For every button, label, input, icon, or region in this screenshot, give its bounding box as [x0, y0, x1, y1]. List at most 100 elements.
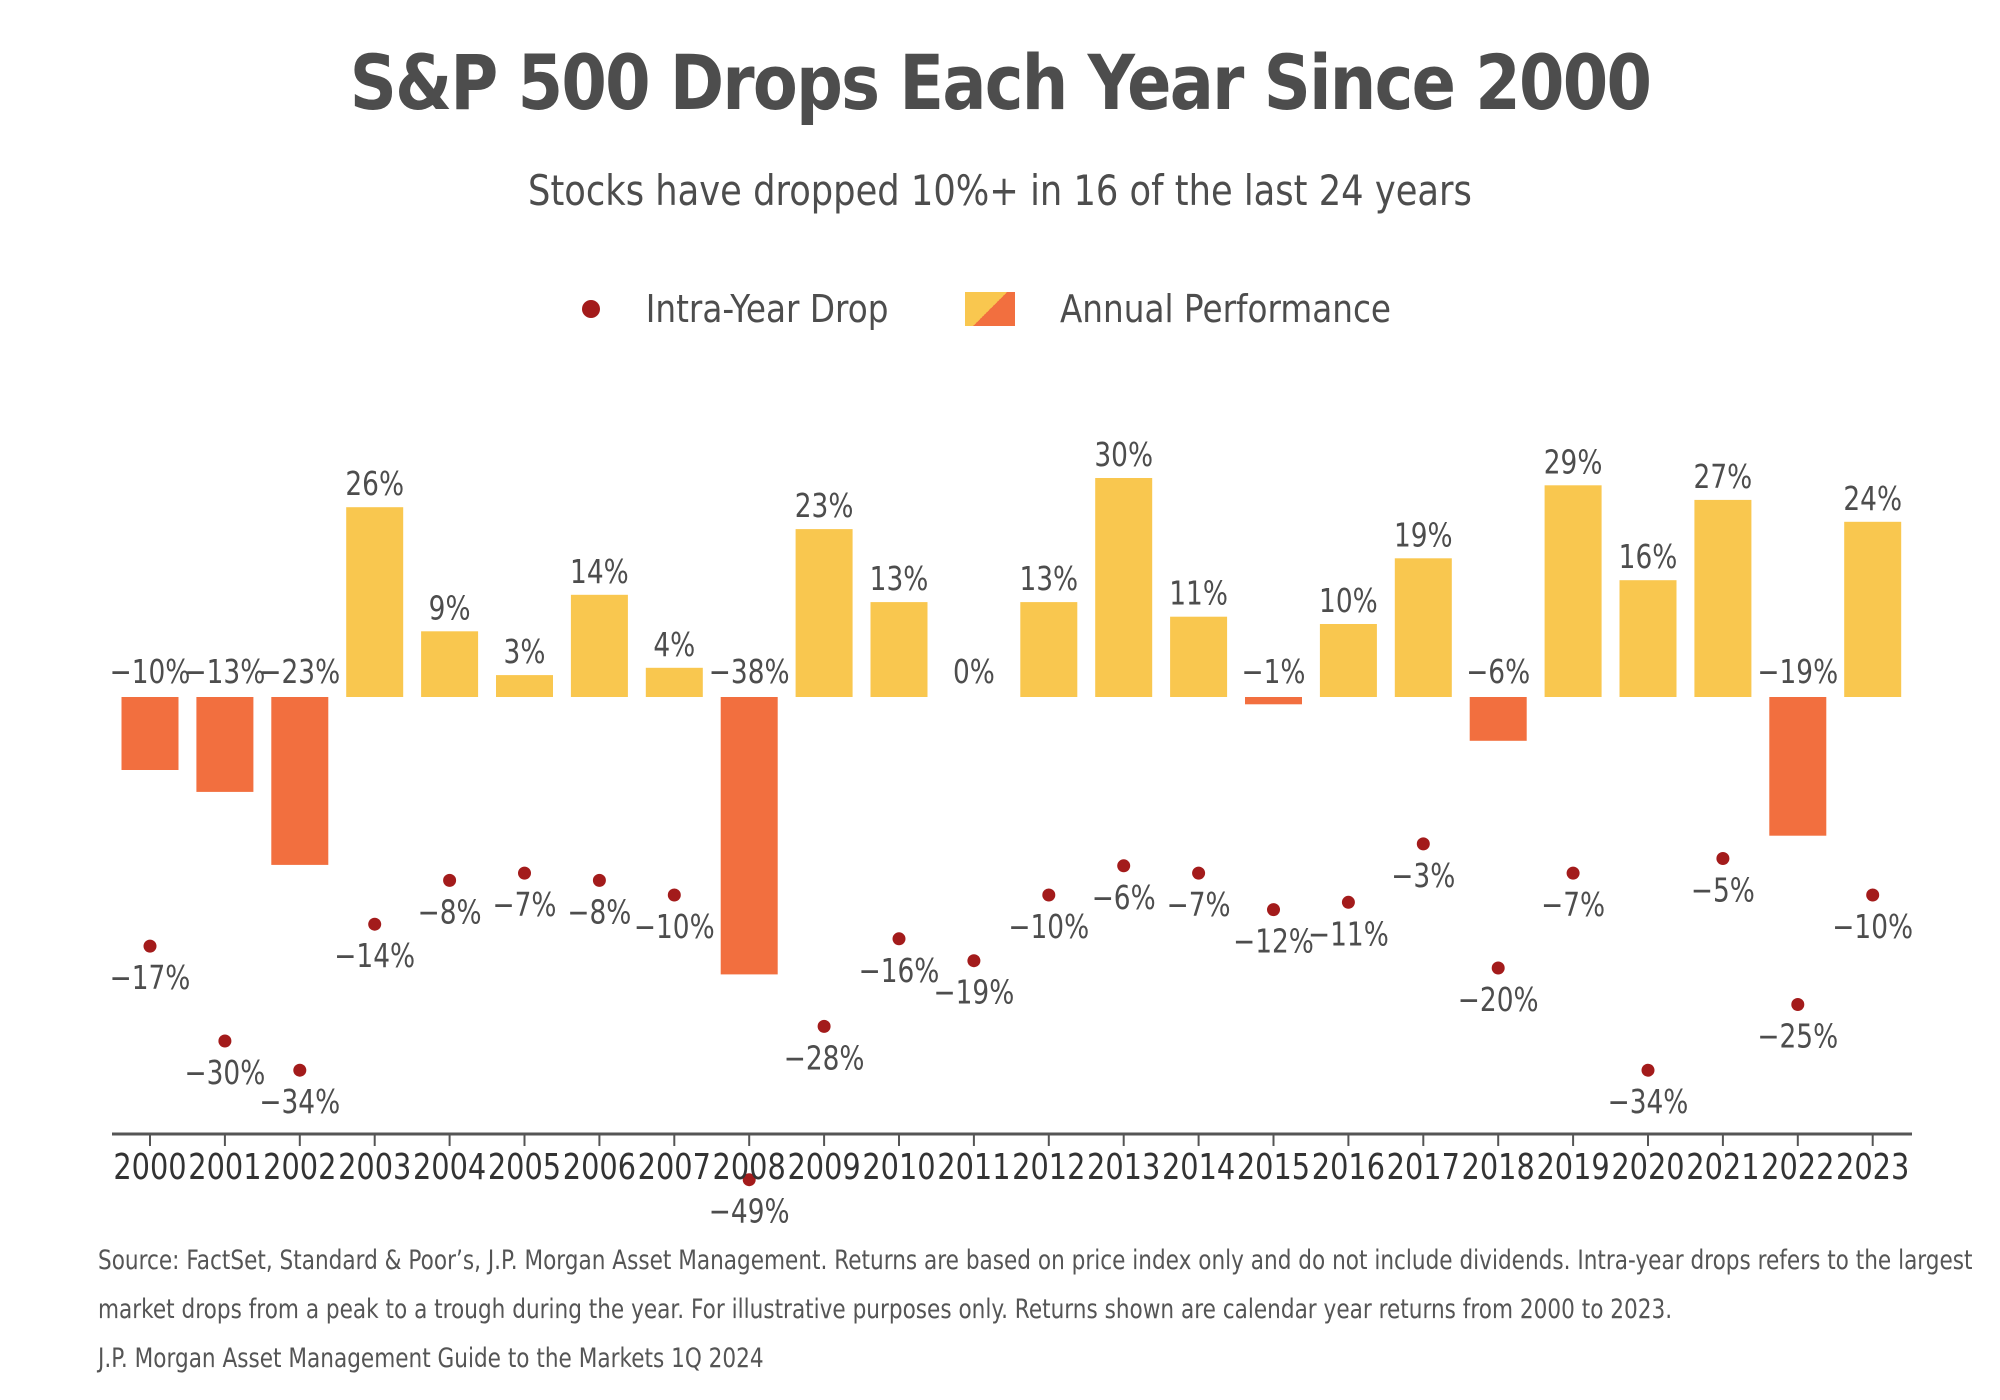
performance-bar-2020 [1619, 580, 1677, 697]
legend-label-intra-year-drop: Intra-Year Drop [646, 287, 889, 331]
drop-label-2018: −20% [1458, 981, 1539, 1020]
x-tick-label-2004: 2004 [413, 1146, 486, 1188]
x-tick-label-2018: 2018 [1462, 1146, 1535, 1188]
x-tick-label-2020: 2020 [1611, 1146, 1684, 1188]
performance-bar-2013 [1095, 478, 1153, 697]
performance-label-2017: 19% [1394, 516, 1453, 555]
drop-dot-2018 [1491, 961, 1505, 975]
drop-label-2009: −28% [784, 1040, 865, 1079]
performance-bar-2003 [346, 507, 404, 697]
drop-dot-2023 [1866, 888, 1880, 902]
performance-label-2010: 13% [870, 560, 929, 599]
drop-dot-2007 [667, 888, 681, 902]
x-tick-label-2015: 2015 [1237, 1146, 1310, 1188]
performance-label-2007: 4% [653, 626, 695, 665]
drop-dot-2020 [1641, 1063, 1655, 1077]
drop-dot-2012 [1042, 888, 1056, 902]
chart-title: S&P 500 Drops Each Year Since 2000 [349, 38, 1652, 127]
drop-label-2011: −19% [934, 974, 1015, 1013]
x-tick-label-2009: 2009 [787, 1146, 860, 1188]
x-tick-label-2011: 2011 [937, 1146, 1010, 1188]
drop-dot-2014 [1192, 866, 1206, 880]
legend-label-annual-performance: Annual Performance [1059, 287, 1391, 331]
performance-bar-2014 [1170, 616, 1228, 697]
drop-label-2019: −7% [1541, 886, 1605, 925]
performance-bar-2015 [1245, 697, 1302, 705]
drop-dot-2019 [1566, 866, 1580, 880]
performance-label-2012: 13% [1019, 560, 1078, 599]
x-tick-label-2017: 2017 [1387, 1146, 1460, 1188]
x-tick-label-2014: 2014 [1162, 1146, 1235, 1188]
drop-dot-2011 [967, 954, 981, 968]
drop-label-2010: −16% [859, 952, 940, 991]
x-tick-label-2012: 2012 [1012, 1146, 1085, 1188]
drop-label-2017: −3% [1391, 857, 1455, 896]
performance-bar-2001 [196, 697, 254, 792]
performance-label-2023: 24% [1843, 480, 1902, 519]
drop-label-2005: −7% [493, 886, 557, 925]
drop-dot-2008 [742, 1173, 756, 1187]
performance-bar-2002 [271, 697, 329, 865]
drop-label-2013: −6% [1092, 879, 1156, 918]
footnote: Source: FactSet, Standard & Poor’s, J.P.… [98, 1236, 1973, 1383]
performance-label-2005: 3% [504, 633, 546, 672]
performance-bar-2007 [645, 667, 703, 697]
drop-dot-2010 [892, 932, 906, 946]
performance-bar-2008 [720, 697, 778, 975]
performance-label-2001: −13% [185, 653, 266, 692]
legend-dot-marker [582, 300, 601, 318]
drop-dot-2001 [218, 1034, 232, 1048]
legend-item-intra-year-drop: Intra-Year Drop [582, 287, 908, 331]
x-tick-label-2008: 2008 [713, 1146, 786, 1188]
x-tick-label-2005: 2005 [488, 1146, 561, 1188]
performance-label-2014: 11% [1169, 575, 1228, 614]
drop-dot-2003 [368, 917, 382, 931]
drop-dot-2002 [293, 1063, 307, 1077]
drop-dot-2021 [1716, 852, 1730, 865]
performance-label-2009: 23% [795, 487, 854, 526]
drop-label-2023: −10% [1832, 908, 1913, 947]
drop-dot-2000 [143, 939, 157, 953]
performance-bar-2018 [1469, 697, 1527, 741]
drop-dot-2006 [592, 873, 606, 887]
x-tick-label-2021: 2021 [1686, 1146, 1759, 1188]
x-tick-label-2002: 2002 [263, 1146, 336, 1188]
drop-dot-2005 [518, 866, 531, 880]
legend-bar-swatch [964, 292, 1015, 326]
drop-dot-2017 [1416, 837, 1430, 851]
x-tick-label-2007: 2007 [638, 1146, 711, 1188]
performance-label-2019: 29% [1544, 443, 1603, 482]
x-tick-label-2016: 2016 [1312, 1146, 1385, 1188]
performance-bar-2012 [1020, 602, 1078, 697]
performance-label-2011: 0% [953, 653, 995, 692]
x-tick-label-2006: 2006 [563, 1146, 636, 1188]
performance-label-2022: −19% [1757, 653, 1838, 692]
x-tick-label-2022: 2022 [1761, 1146, 1834, 1188]
x-tick-label-2010: 2010 [862, 1146, 935, 1188]
drop-label-2002: −34% [259, 1083, 340, 1122]
drop-dot-2015 [1267, 903, 1280, 917]
drop-label-2020: −34% [1608, 1083, 1689, 1122]
drop-dot-2016 [1341, 895, 1355, 909]
performance-bar-2023 [1844, 521, 1902, 697]
footnote-line-1: Source: FactSet, Standard & Poor’s, J.P.… [98, 1245, 1973, 1276]
performance-bar-2004 [421, 631, 479, 697]
performance-label-2020: 16% [1619, 538, 1678, 577]
drop-label-2012: −10% [1008, 908, 1089, 947]
performance-bar-2019 [1544, 485, 1602, 697]
drop-label-2006: −8% [567, 894, 631, 933]
drop-label-2015: −12% [1233, 923, 1314, 962]
chart-subtitle: Stocks have dropped 10%+ in 16 of the la… [528, 166, 1472, 215]
performance-bar-2006 [570, 594, 628, 697]
performance-label-2000: −10% [110, 653, 191, 692]
legend: Intra-Year Drop Annual Performance [0, 284, 2000, 334]
drop-label-2004: −8% [418, 894, 482, 933]
performance-label-2016: 10% [1319, 582, 1378, 621]
performance-label-2008: −38% [709, 653, 790, 692]
performance-bar-2022 [1769, 697, 1827, 836]
x-tick-label-2013: 2013 [1087, 1146, 1160, 1188]
performance-label-2002: −23% [259, 653, 340, 692]
drop-dot-2022 [1791, 998, 1805, 1011]
performance-label-2015: −1% [1242, 653, 1306, 692]
